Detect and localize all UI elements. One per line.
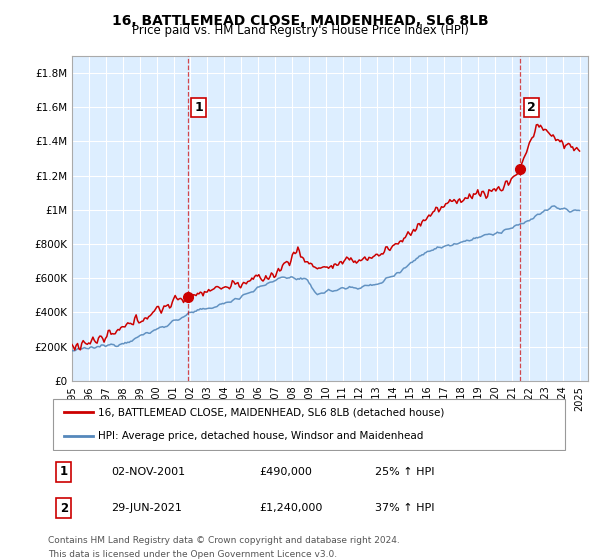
Text: Contains HM Land Registry data © Crown copyright and database right 2024.: Contains HM Land Registry data © Crown c… (48, 536, 400, 545)
Text: 29-JUN-2021: 29-JUN-2021 (112, 503, 182, 513)
Text: HPI: Average price, detached house, Windsor and Maidenhead: HPI: Average price, detached house, Wind… (98, 431, 424, 441)
Text: 16, BATTLEMEAD CLOSE, MAIDENHEAD, SL6 8LB: 16, BATTLEMEAD CLOSE, MAIDENHEAD, SL6 8L… (112, 14, 488, 28)
Text: This data is licensed under the Open Government Licence v3.0.: This data is licensed under the Open Gov… (48, 550, 337, 559)
Text: £490,000: £490,000 (259, 467, 312, 477)
Text: 2: 2 (527, 101, 536, 114)
Text: 37% ↑ HPI: 37% ↑ HPI (376, 503, 435, 513)
Text: Price paid vs. HM Land Registry's House Price Index (HPI): Price paid vs. HM Land Registry's House … (131, 24, 469, 37)
Text: 16, BATTLEMEAD CLOSE, MAIDENHEAD, SL6 8LB (detached house): 16, BATTLEMEAD CLOSE, MAIDENHEAD, SL6 8L… (98, 408, 445, 418)
Text: 1: 1 (194, 101, 203, 114)
Text: 1: 1 (60, 465, 68, 478)
Text: 02-NOV-2001: 02-NOV-2001 (112, 467, 185, 477)
Text: £1,240,000: £1,240,000 (259, 503, 323, 513)
Text: 2: 2 (60, 502, 68, 515)
Text: 25% ↑ HPI: 25% ↑ HPI (376, 467, 435, 477)
